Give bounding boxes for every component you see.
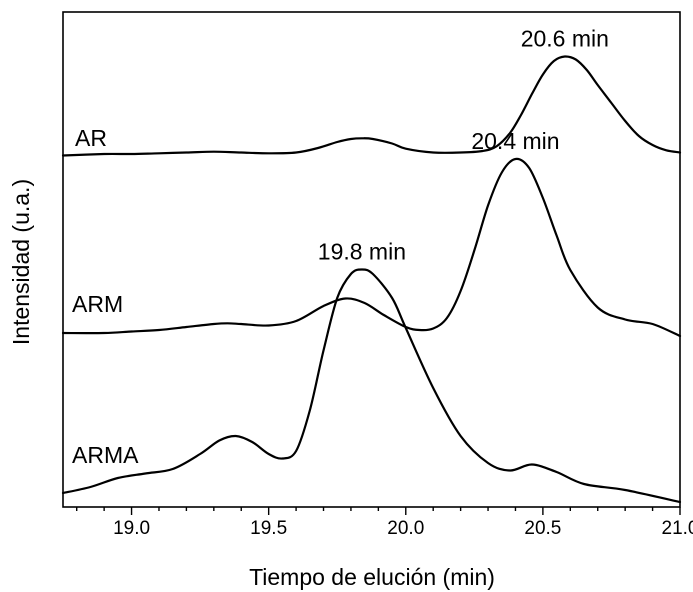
series-label-arm: ARM: [72, 291, 123, 317]
peak-label-arm: 20.4 min: [471, 128, 559, 154]
series-traces: [61, 55, 682, 504]
y-axis-title: Intensidad (u.a.): [8, 179, 34, 345]
series-labels: AR ARM ARMA: [72, 125, 139, 468]
x-tick-label: 20.5: [524, 518, 561, 539]
x-tick-label: 21.0: [662, 518, 693, 539]
series-line-arm: [61, 157, 682, 338]
x-tick-label: 19.5: [250, 518, 287, 539]
x-axis-tick-labels: 19.0 19.5 20.0 20.5 21.0: [113, 518, 693, 539]
x-axis-title: Tiempo de elución (min): [249, 564, 495, 590]
peak-labels: 20.6 min 20.4 min 19.8 min: [318, 26, 609, 265]
peak-label-arma: 19.8 min: [318, 239, 406, 265]
series-line-ar: [61, 55, 682, 157]
series-label-arma: ARMA: [72, 442, 139, 468]
plot-frame: [62, 11, 681, 508]
peak-label-ar: 20.6 min: [521, 26, 609, 52]
x-tick-label: 19.0: [113, 518, 150, 539]
series-label-ar: AR: [75, 125, 107, 151]
series-line-arma: [61, 268, 682, 504]
x-tick-label: 20.0: [387, 518, 424, 539]
x-axis-ticks: [76, 507, 681, 515]
